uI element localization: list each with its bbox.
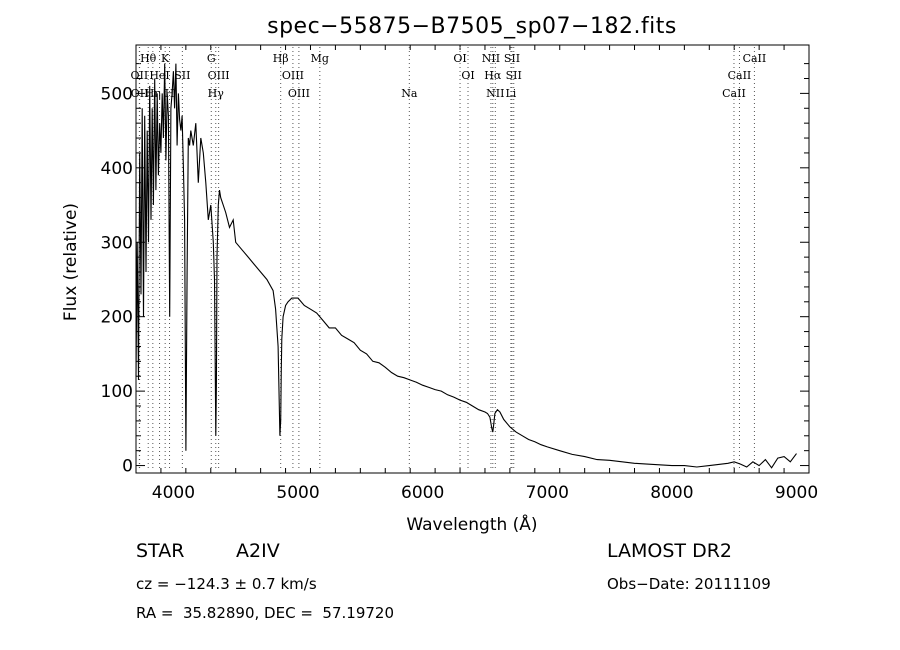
line-marker-label: Hη <box>145 87 161 100</box>
y-axis-label: Flux (relative) <box>61 203 81 321</box>
chart-title: spec−55875−B7505_sp07−182.fits <box>267 14 677 39</box>
y-tick-label: 0 <box>122 457 133 477</box>
line-marker-label: Hγ <box>208 87 225 100</box>
line-marker-label: NII <box>482 52 500 65</box>
line-marker-label: CaII <box>722 87 746 100</box>
line-marker-label: OIII <box>288 87 310 100</box>
y-tick-label: 200 <box>101 308 133 328</box>
x-tick-label: 4000 <box>152 483 195 503</box>
line-marker-label: Mg <box>311 52 329 65</box>
line-marker-label: Li <box>505 87 516 100</box>
line-marker-label: Hα <box>484 69 502 82</box>
spectrum-line <box>135 63 797 469</box>
observation-date: Obs−Date: 20111109 <box>607 575 771 593</box>
axis-ticks: 4000 5000 6000 7000 8000 9000 0 100 200 300 400 500 <box>101 45 818 503</box>
line-marker-label: CaII <box>728 69 752 82</box>
line-marker-label: Hβ <box>273 52 289 65</box>
x-tick-label: 8000 <box>650 483 693 503</box>
line-marker-label: SII <box>174 69 190 82</box>
object-subclass: A2IV <box>236 540 280 562</box>
x-tick-label: 9000 <box>775 483 818 503</box>
line-marker-label: SII <box>504 52 520 65</box>
line-marker-label: CaII <box>743 52 767 65</box>
x-tick-label: 6000 <box>401 483 444 503</box>
object-class: STAR <box>136 540 185 562</box>
line-marker-label: Na <box>401 87 418 100</box>
survey-name: LAMOST DR2 <box>607 540 732 562</box>
line-marker-label: SII <box>506 69 522 82</box>
y-tick-label: 500 <box>101 84 133 104</box>
line-marker-label: OII <box>131 87 149 100</box>
line-marker-label: OIII <box>282 69 304 82</box>
line-marker-label: OI <box>453 52 466 65</box>
redshift-value: cz = −124.3 ± 0.7 km/s <box>136 575 317 593</box>
line-marker-label: Hθ <box>140 52 157 65</box>
line-marker-label: OIII <box>208 69 230 82</box>
x-axis-label: Wavelength (Å) <box>406 513 537 535</box>
line-marker-label: NII <box>486 87 504 100</box>
line-marker-label: G <box>207 52 216 65</box>
line-marker-label: OI <box>461 69 474 82</box>
x-tick-label: 7000 <box>526 483 569 503</box>
plot-frame <box>135 44 810 474</box>
line-marker-label: K <box>161 52 170 65</box>
x-tick-label: 5000 <box>276 483 319 503</box>
coordinates: RA = 35.82890, DEC = 57.19720 <box>136 604 395 622</box>
y-tick-label: 100 <box>101 382 133 402</box>
line-marker-label: H <box>165 87 175 100</box>
y-tick-label: 400 <box>101 159 133 179</box>
y-tick-label: 300 <box>101 233 133 253</box>
